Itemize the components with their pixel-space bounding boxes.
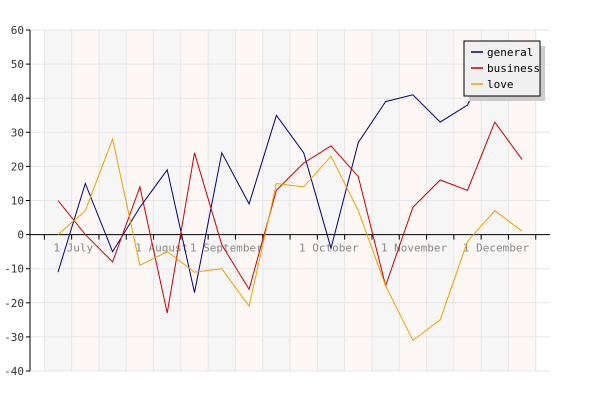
y-tick-label: 10	[11, 195, 24, 208]
x-tick-label: 1 September	[190, 242, 263, 255]
x-axis-tick-labels: 1 July 1 August 1 September 1 October 1 Nove…	[53, 242, 529, 255]
axes	[26, 29, 550, 372]
y-tick-label: 50	[11, 58, 24, 71]
y-tick-label: 20	[11, 160, 24, 173]
x-tick-label: 1 December	[463, 242, 530, 255]
y-tick-label: 40	[11, 92, 24, 105]
legend-label-love: love	[487, 78, 514, 91]
legend-label-general: general	[487, 46, 533, 59]
y-tick-label: -20	[4, 297, 24, 310]
y-axis-tick-labels: 60 50 40 30 20 10 0 -10 -20 -30 -40	[4, 24, 24, 378]
legend-label-business: business	[487, 62, 540, 75]
series-line-general	[57, 46, 523, 293]
x-tick-label: 1 October	[299, 242, 359, 255]
legend: general business love	[463, 40, 545, 101]
series-line-business	[57, 121, 523, 314]
y-tick-label: -30	[4, 331, 24, 344]
x-tick-label: 1 July	[53, 242, 93, 255]
y-tick-label: -40	[4, 365, 24, 378]
series-line-love	[57, 137, 523, 342]
y-tick-label: -10	[4, 263, 24, 276]
y-tick-label: 0	[17, 229, 24, 242]
series-lines	[57, 46, 523, 342]
y-tick-label: 60	[11, 24, 24, 37]
x-tick-label: 1 August	[135, 242, 188, 255]
y-tick-label: 30	[11, 126, 24, 139]
x-tick-label: 1 November	[381, 242, 448, 255]
